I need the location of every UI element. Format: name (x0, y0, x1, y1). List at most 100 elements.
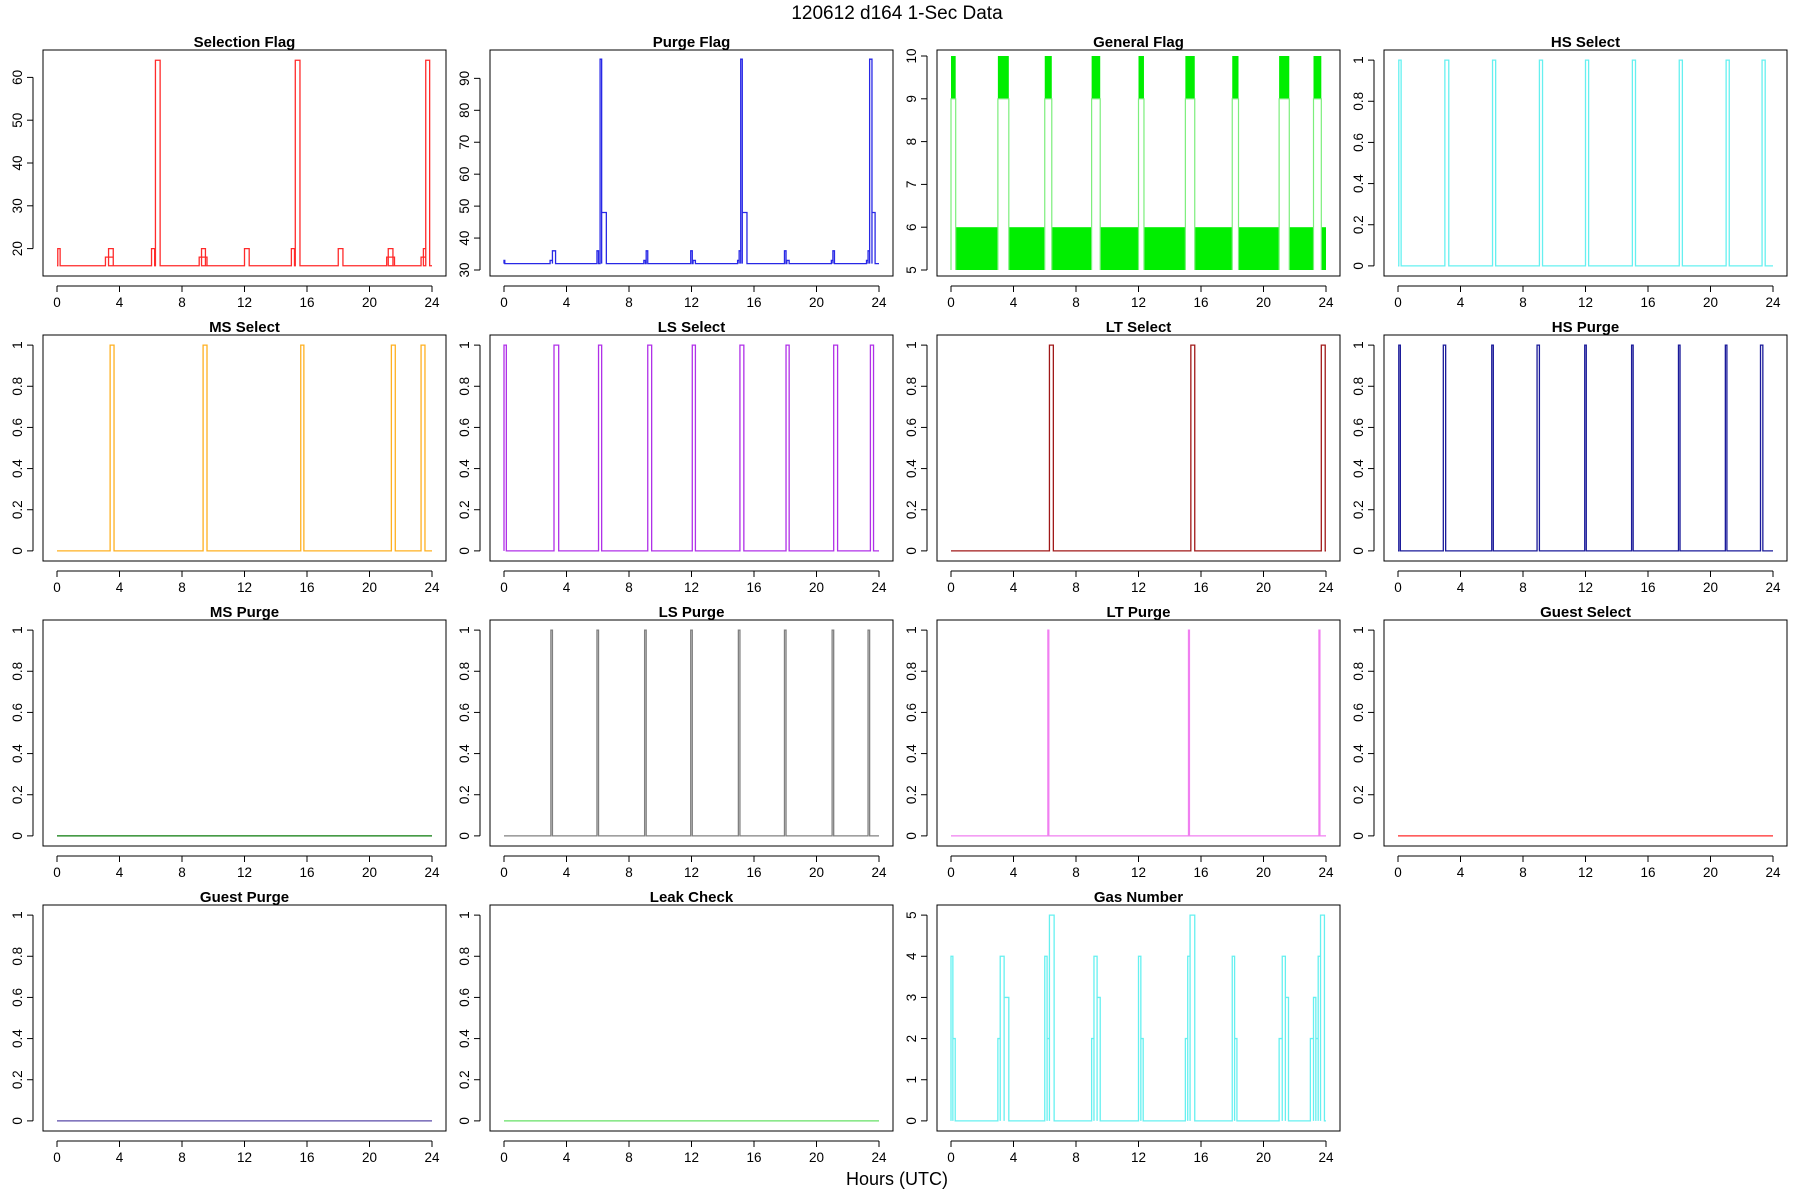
flag-block (1091, 56, 1101, 99)
x-tick-label: 4 (116, 295, 124, 310)
band-block (1321, 227, 1326, 270)
y-tick-label: 0 (904, 832, 919, 840)
series-line (503, 58, 879, 265)
x-tick-label: 8 (1072, 580, 1080, 595)
x-tick-label: 4 (563, 865, 571, 880)
flag-outline (1044, 98, 1053, 270)
y-tick-label: 0.4 (10, 1029, 25, 1048)
x-tick-label: 4 (1010, 865, 1018, 880)
x-tick-label: 16 (1640, 295, 1655, 310)
y-tick-label: 0.6 (1351, 133, 1366, 152)
chart-panel: Guest Purge 0 4 8 12 16 20 24 0 0.2 0.4 0.6 0.8 1 (10, 889, 447, 1165)
y-tick-label: 8 (904, 138, 919, 146)
x-tick-label: 20 (1256, 1150, 1271, 1165)
x-tick-label: 12 (684, 865, 699, 880)
y-tick-label: 0.2 (457, 500, 472, 519)
x-tick-label: 0 (500, 1150, 508, 1165)
y-tick-label: 0 (10, 832, 25, 840)
flag-block (1313, 56, 1322, 99)
x-tick-label: 16 (299, 295, 314, 310)
x-tick-label: 12 (684, 295, 699, 310)
x-tick-label: 4 (563, 1150, 571, 1165)
x-tick-label: 4 (563, 580, 571, 595)
plot-frame (489, 904, 894, 1132)
y-tick-label: 70 (457, 135, 472, 150)
chart-title: Gas Number (1094, 889, 1183, 906)
y-tick-label: 1 (1351, 56, 1366, 64)
x-tick-label: 20 (1703, 865, 1718, 880)
band-block (1238, 227, 1280, 270)
x-tick-label: 12 (237, 580, 252, 595)
y-tick-label: 0.6 (1351, 703, 1366, 722)
flag-block (951, 56, 956, 99)
y-tick-label: 0.6 (457, 418, 472, 437)
y-tick-label: 0.6 (10, 703, 25, 722)
plot-frame (936, 619, 1341, 847)
y-tick-label: 6 (904, 223, 919, 231)
x-tick-label: 20 (362, 1150, 377, 1165)
x-tick-label: 4 (116, 1150, 124, 1165)
x-tick-label: 8 (178, 1150, 186, 1165)
x-tick-label: 20 (362, 295, 377, 310)
x-tick-label: 20 (809, 580, 824, 595)
chart-panel: MS Purge 0 4 8 12 16 20 24 0 0.2 0.4 0.6 0.8 1 (10, 604, 447, 880)
chart-panel: Purge Flag 0 4 8 12 16 20 24 30 40 50 60 70 80 90 (457, 34, 894, 310)
y-tick-label: 30 (457, 262, 472, 277)
y-tick-label: 0.4 (1351, 744, 1366, 763)
x-tick-label: 8 (178, 295, 186, 310)
flag-outline (1278, 98, 1290, 270)
y-tick-label: 0 (1351, 547, 1366, 555)
y-tick-label: 60 (457, 167, 472, 182)
y-tick-label: 1 (904, 1076, 919, 1084)
x-tick-label: 0 (500, 295, 508, 310)
x-tick-label: 0 (500, 865, 508, 880)
x-tick-label: 0 (947, 295, 955, 310)
series-line (504, 629, 879, 837)
y-tick-label: 60 (10, 70, 25, 85)
x-tick-label: 0 (947, 580, 955, 595)
y-tick-label: 0.8 (10, 947, 25, 966)
x-tick-label: 24 (1318, 580, 1334, 595)
y-tick-label: 0 (1351, 262, 1366, 270)
x-tick-label: 8 (178, 865, 186, 880)
x-tick-label: 12 (684, 1150, 699, 1165)
x-tick-label: 24 (871, 580, 887, 595)
y-tick-label: 1 (10, 626, 25, 634)
y-tick-label: 4 (904, 952, 919, 960)
y-tick-label: 0.8 (457, 662, 472, 681)
x-tick-label: 24 (871, 295, 887, 310)
chart-panel: Guest Select 0 4 8 12 16 20 24 0 0.2 0.4 0.6 0.8 1 (1351, 604, 1788, 880)
y-tick-label: 1 (457, 911, 472, 919)
flag-outline (1091, 98, 1101, 270)
x-tick-label: 8 (625, 1150, 633, 1165)
chart-panel: HS Select 0 4 8 12 16 20 24 0 0.2 0.4 0.6 0.8 1 (1351, 34, 1788, 310)
y-tick-label: 9 (904, 95, 919, 103)
band-block (1194, 227, 1233, 270)
y-tick-label: 0.2 (457, 785, 472, 804)
x-tick-label: 24 (1318, 865, 1334, 880)
x-tick-label: 24 (424, 295, 440, 310)
y-tick-label: 50 (457, 199, 472, 214)
x-tick-label: 4 (563, 295, 571, 310)
plot-frame (936, 904, 1341, 1132)
x-tick-label: 4 (1010, 1150, 1018, 1165)
x-tick-label: 8 (625, 865, 633, 880)
y-tick-label: 0.6 (10, 988, 25, 1007)
x-tick-label: 0 (1394, 865, 1402, 880)
y-tick-label: 1 (1351, 341, 1366, 349)
x-tick-label: 24 (1765, 580, 1781, 595)
y-tick-label: 0.8 (1351, 92, 1366, 111)
x-tick-label: 24 (871, 865, 887, 880)
y-tick-label: 0.6 (457, 988, 472, 1007)
x-tick-label: 4 (1010, 295, 1018, 310)
x-tick-label: 16 (299, 580, 314, 595)
x-tick-label: 0 (1394, 580, 1402, 595)
y-tick-label: 1 (904, 341, 919, 349)
flag-block (1232, 56, 1239, 99)
plot-frame (42, 904, 447, 1132)
series-line (951, 629, 1326, 837)
x-tick-label: 4 (1457, 295, 1465, 310)
